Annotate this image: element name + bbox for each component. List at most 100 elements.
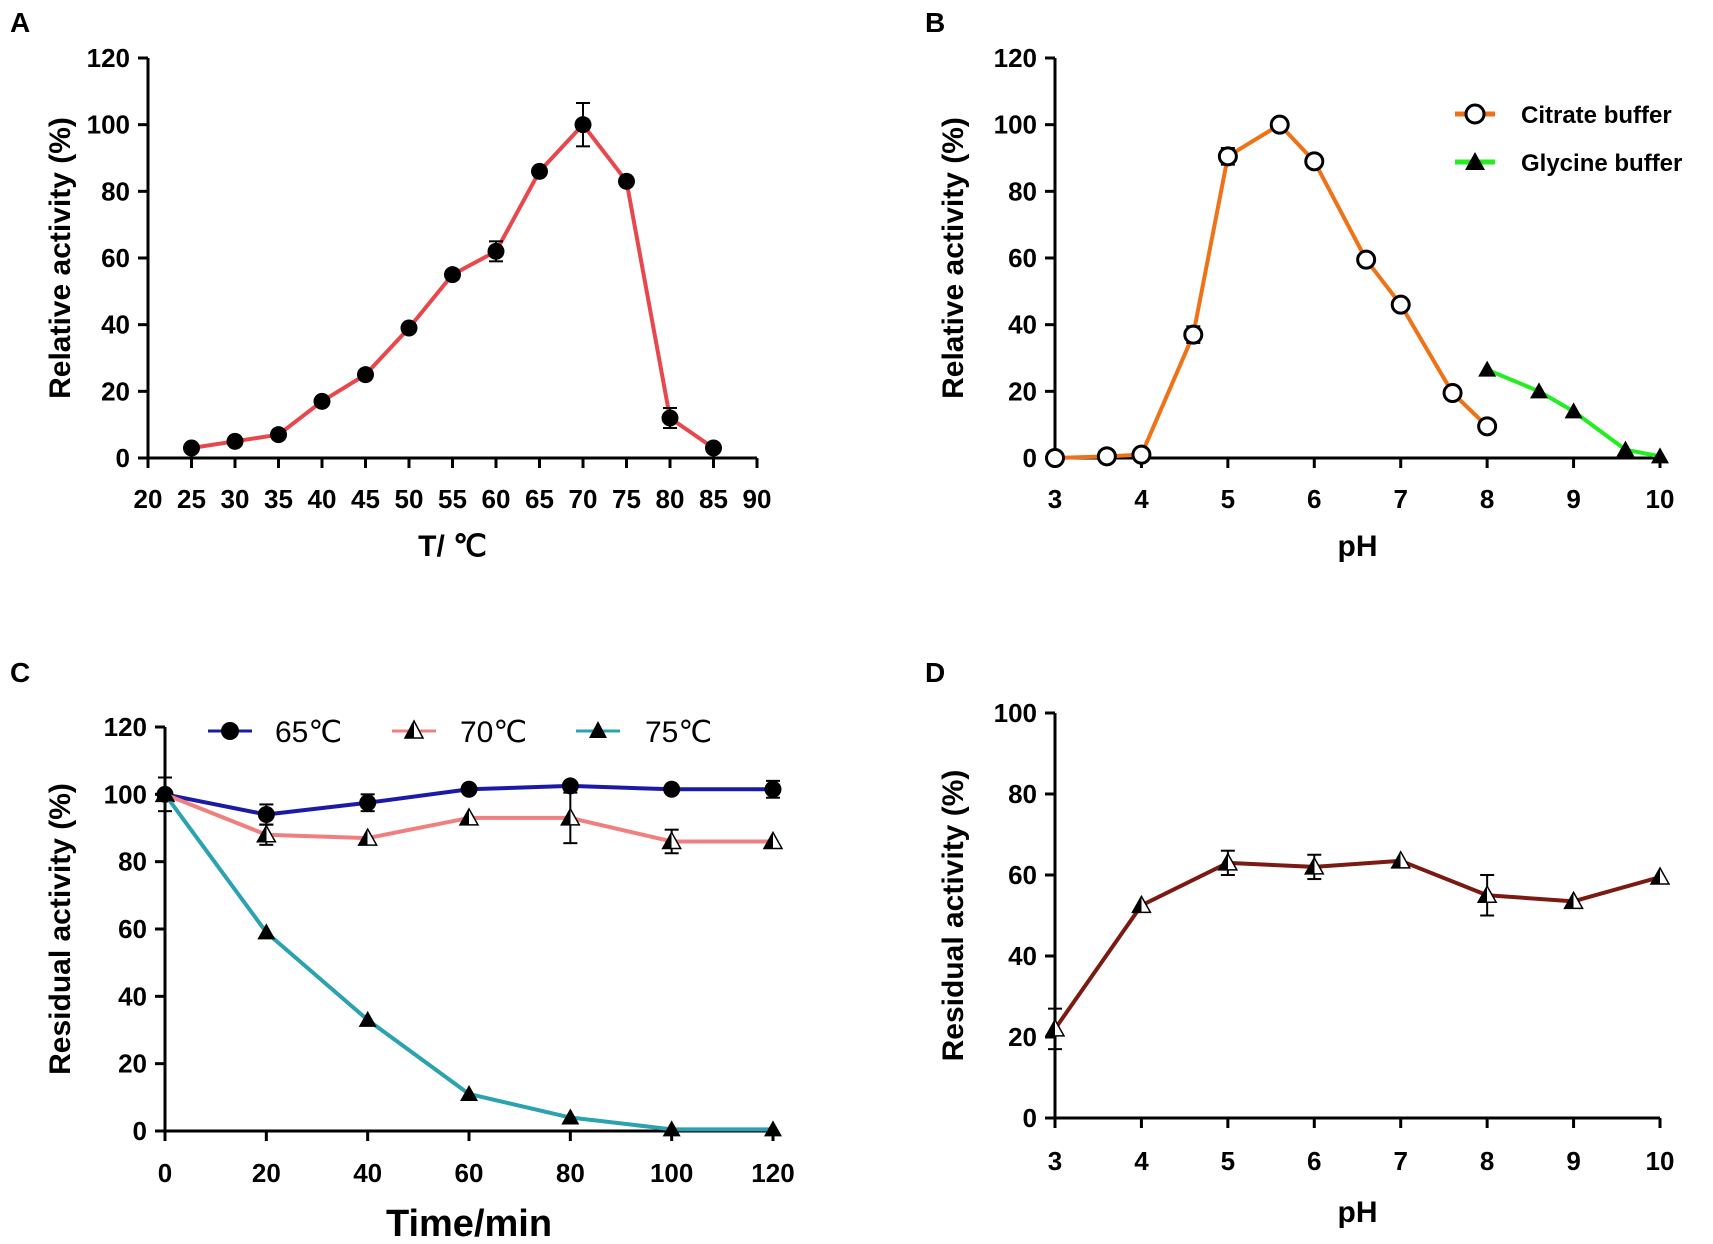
panel-c-legend: 65℃ 70℃ 75℃	[208, 716, 712, 749]
panel-d-x-tick-label: 3	[1048, 1146, 1062, 1176]
panel-b-series-0-point	[1096, 446, 1117, 467]
panel-a-y-tick-label: 20	[101, 376, 130, 406]
panel-c-series-0-point	[359, 794, 377, 812]
panel-a-series-0-point	[661, 409, 679, 427]
panel-d-x-tick-label: 7	[1393, 1146, 1407, 1176]
panel-b-series-0-line	[1054, 122, 1489, 460]
panel-a-x-tick-label: 75	[612, 484, 641, 514]
panel-b-series-0-point	[1356, 249, 1377, 270]
panel-a-series-0-point	[531, 162, 548, 180]
panel-d-series-0-point	[1131, 894, 1152, 914]
panel-b-x-tick-label: 9	[1566, 484, 1580, 514]
panel-b-series-0-point	[1304, 151, 1325, 172]
panel-a-series-0-point	[183, 439, 200, 457]
panel-c-y-tick-label: 100	[104, 779, 147, 809]
panel-a-series-0-point	[444, 266, 461, 284]
panel-a-y-axis-title: Relative activity (%)	[44, 117, 77, 399]
panel-a-x-tick-label: 65	[525, 484, 554, 514]
panel-c-x-tick-label: 40	[353, 1158, 382, 1188]
panel-a-series-0-point	[270, 426, 287, 444]
panel-c-series-1-point	[661, 830, 682, 850]
panel-c-series-1-point	[256, 824, 277, 843]
panel-a-series-0-point	[487, 242, 505, 260]
panel-a-x-tick-label: 55	[438, 484, 467, 514]
panel-a-x-tick-label: 70	[569, 484, 598, 514]
panel-c-x-tick-label: 80	[556, 1158, 585, 1188]
legend-65-marker	[221, 722, 239, 740]
panel-b-x-tick-label: 5	[1221, 484, 1235, 514]
panel-b-series-0-point	[1183, 324, 1204, 345]
panel-a-x-tick-label: 45	[351, 484, 380, 514]
panel-d-x-tick-label: 6	[1307, 1146, 1321, 1176]
panel-c-series-2-point	[257, 923, 276, 940]
panel-b-y-tick-label: 0	[1023, 443, 1037, 473]
panel-d-x-tick-label: 9	[1566, 1146, 1580, 1176]
panel-d-series-0-point	[1044, 1018, 1066, 1037]
panel-c-series-0-point	[257, 806, 275, 824]
panel-b-series-0-point	[1477, 416, 1498, 437]
panel-c-series-0-point	[663, 780, 681, 798]
panel-c-x-axis-title: Time/min	[386, 1203, 552, 1244]
legend-glycine-label: Glycine buffer	[1521, 150, 1682, 177]
panel-a-y-tick-label: 60	[101, 243, 130, 273]
panel-a-series-0-point	[357, 366, 374, 384]
panel-c-series-1-point	[357, 827, 378, 846]
panel-c-y-tick-label: 0	[133, 1116, 147, 1146]
panel-b-x-tick-label: 7	[1393, 484, 1407, 514]
legend-70-label: 70℃	[460, 716, 527, 749]
panel-d-label: D	[925, 657, 945, 688]
legend-citrate-label: Citrate buffer	[1521, 102, 1672, 129]
panel-a-x-tick-label: 20	[134, 484, 163, 514]
panel-c-series-2-point	[358, 1010, 377, 1027]
panel-a-x-tick-label: 85	[699, 484, 728, 514]
panel-b-y-tick-label: 60	[1008, 243, 1037, 273]
panel-d-x-tick-label: 4	[1134, 1146, 1149, 1176]
panel-b-series-0-point	[1217, 146, 1238, 167]
panel-d-x-axis-title: pH	[1338, 1196, 1378, 1229]
panel-a-y-tick-label: 120	[87, 43, 130, 73]
panel-a-series-0-point	[400, 319, 418, 337]
panel-c-y-tick-label: 60	[118, 914, 147, 944]
panel-d-series-0-point	[1563, 890, 1584, 910]
panel-b-y-tick-label: 80	[1008, 176, 1037, 206]
panel-a-series-0-point	[226, 432, 244, 450]
panel-b-x-tick-label: 3	[1048, 484, 1062, 514]
panel-c-series-1-point	[458, 807, 480, 826]
panel-c-series-2-point	[460, 1084, 478, 1101]
panel-c-series-0-point	[764, 780, 782, 798]
panel-a-y-tick-label: 40	[101, 310, 130, 340]
panel-a-y-tick-label: 0	[116, 443, 130, 473]
panel-a-x-tick-label: 30	[221, 484, 250, 514]
panel-b-x-axis-title: pH	[1338, 530, 1378, 563]
panel-c-y-tick-label: 40	[118, 981, 147, 1011]
panel-b-series-0-point	[1442, 383, 1463, 403]
panel-d-y-axis-title: Residual activity (%)	[937, 770, 970, 1062]
panel-c-x-tick-label: 120	[751, 1158, 794, 1188]
legend-65-label: 65℃	[275, 716, 342, 749]
panel-b-y-tick-label: 120	[994, 43, 1037, 73]
panel-b-series-0-point	[1390, 294, 1411, 315]
panel-b-x-tick-label: 6	[1307, 484, 1321, 514]
panel-a-series-0-point	[574, 116, 592, 134]
panel-b-series-0-point	[1045, 448, 1065, 468]
panel-c-series-2-point	[662, 1120, 681, 1137]
panel-d-y-tick-label: 100	[994, 698, 1037, 728]
panel-c-x-tick-label: 100	[650, 1158, 693, 1188]
legend-75-label: 75℃	[645, 716, 712, 749]
legend-75-marker	[589, 721, 607, 738]
panel-d-x-tick-label: 10	[1646, 1146, 1675, 1176]
panel-a-y-tick-label: 100	[87, 110, 130, 140]
panel-d-y-tick-label: 40	[1008, 941, 1037, 971]
panel-d-y-tick-label: 60	[1008, 860, 1037, 890]
panel-d-y-tick-label: 80	[1008, 779, 1037, 809]
panel-c-label: C	[10, 657, 30, 688]
panel-a-series-0-point	[618, 172, 635, 190]
panel-c: C Time/min Residual activity (%) 65℃ 70℃…	[10, 657, 795, 1244]
panel-c-y-tick-label: 20	[118, 1049, 147, 1079]
panel-b-y-tick-label: 40	[1008, 310, 1037, 340]
panel-a-label: A	[10, 7, 30, 38]
panel-b-x-tick-label: 4	[1134, 484, 1149, 514]
panel-d: D pH Residual activity (%) 3 4 5 6 7 8 9 100204…	[925, 657, 1674, 1229]
panel-b-label: B	[925, 7, 945, 38]
